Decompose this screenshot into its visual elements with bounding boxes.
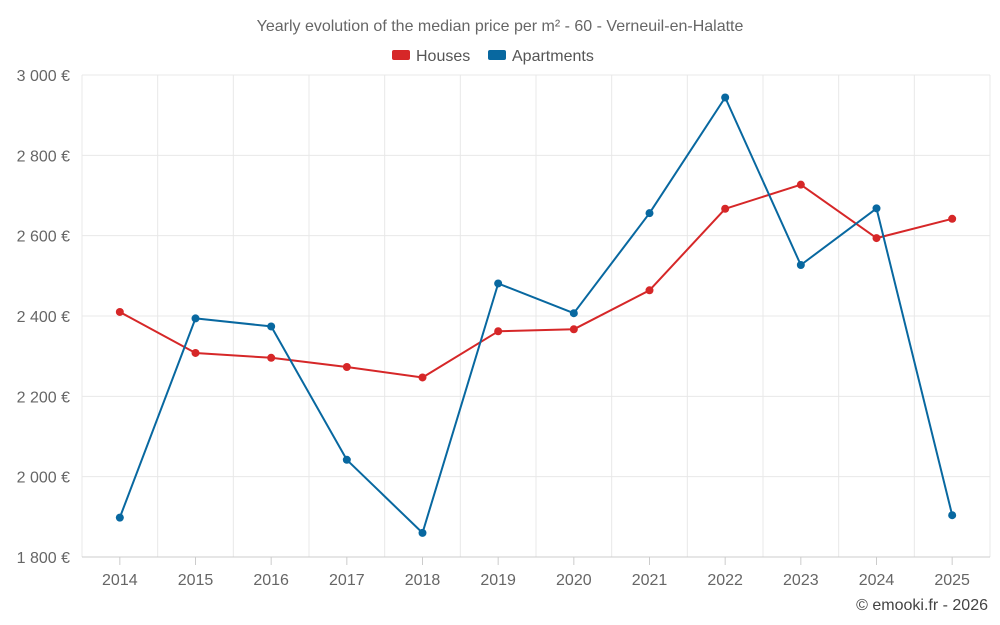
data-point-houses[interactable]: [645, 286, 654, 295]
legend-label-apartments[interactable]: Apartments: [512, 48, 594, 65]
series-line-houses: [119, 183, 953, 379]
plot-area: [115, 93, 957, 537]
x-tick-label: 2023: [783, 572, 819, 589]
data-point-apartments[interactable]: [191, 314, 200, 323]
data-point-houses[interactable]: [191, 348, 200, 357]
data-point-apartments[interactable]: [115, 513, 124, 522]
data-point-houses[interactable]: [569, 325, 578, 334]
chart-title: Yearly evolution of the median price per…: [257, 18, 744, 35]
y-tick-label: 1 800 €: [17, 550, 70, 567]
y-tick-label: 2 000 €: [17, 470, 70, 487]
x-tick-label: 2020: [556, 572, 592, 589]
x-tick-label: 2015: [178, 572, 214, 589]
legend-label-houses[interactable]: Houses: [416, 48, 470, 65]
x-tick-label: 2018: [405, 572, 441, 589]
series-line-apartments: [118, 96, 954, 534]
x-tick-label: 2025: [934, 572, 970, 589]
data-point-houses[interactable]: [418, 373, 427, 382]
y-tick-label: 3 000 €: [17, 68, 70, 85]
data-point-houses[interactable]: [872, 234, 881, 243]
data-point-apartments[interactable]: [645, 209, 654, 218]
x-tick-label: 2016: [253, 572, 289, 589]
x-tick-label: 2022: [707, 572, 743, 589]
x-tick-label: 2017: [329, 572, 365, 589]
data-point-houses[interactable]: [494, 327, 503, 336]
data-point-houses[interactable]: [267, 353, 276, 362]
x-axis: 2014 2015 2016 2017 2018 2019 2020 2021 2022 2023…: [82, 556, 990, 589]
data-point-houses[interactable]: [948, 214, 957, 223]
gridlines: [81, 74, 991, 558]
data-point-apartments[interactable]: [872, 204, 881, 213]
legend-swatch-houses: [392, 50, 410, 60]
y-tick-label: 2 400 €: [17, 309, 70, 326]
data-point-houses[interactable]: [796, 180, 805, 189]
data-point-apartments[interactable]: [267, 322, 276, 331]
data-point-apartments[interactable]: [418, 528, 427, 537]
y-tick-label: 2 200 €: [17, 389, 70, 406]
legend-swatch-apartments: [488, 50, 506, 60]
y-tick-label: 2 600 €: [17, 229, 70, 246]
y-axis: 1 800 € 2 000 € 2 200 € 2 400 € 2 600 € 2 800…: [17, 68, 70, 567]
data-point-apartments[interactable]: [721, 93, 730, 102]
y-tick-label: 2 800 €: [17, 148, 70, 165]
credit-text: © emooki.fr - 2026: [856, 597, 988, 614]
x-tick-label: 2024: [859, 572, 895, 589]
data-point-apartments[interactable]: [494, 279, 503, 288]
x-tick-label: 2019: [480, 572, 516, 589]
data-point-apartments[interactable]: [569, 309, 578, 318]
data-point-apartments[interactable]: [796, 260, 805, 269]
x-tick-label: 2021: [632, 572, 668, 589]
data-point-apartments[interactable]: [342, 455, 351, 464]
data-point-houses[interactable]: [721, 204, 730, 213]
data-point-houses[interactable]: [342, 363, 351, 372]
data-point-apartments[interactable]: [948, 511, 957, 520]
x-tick-label: 2014: [102, 572, 138, 589]
legend: Houses Apartments: [392, 48, 594, 65]
data-point-houses[interactable]: [115, 307, 124, 316]
